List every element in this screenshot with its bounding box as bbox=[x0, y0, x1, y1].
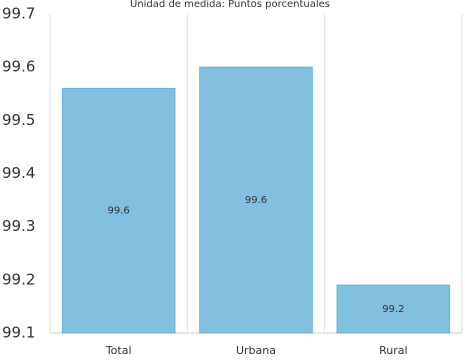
x-tick-label: Urbana bbox=[236, 344, 276, 357]
y-tick-label: 99.5 bbox=[2, 111, 35, 129]
y-tick-label: 99.4 bbox=[2, 164, 35, 182]
x-axis: Total Urbana Rural bbox=[105, 344, 408, 357]
y-tick-label: 99.7 bbox=[2, 5, 35, 23]
y-tick-label: 99.2 bbox=[2, 270, 35, 288]
chart-subtitle: Unidad de medida: Puntos porcentuales bbox=[130, 0, 330, 10]
data-label: 99.6 bbox=[245, 195, 267, 206]
bar-urbana bbox=[199, 66, 313, 334]
x-tick-label: Rural bbox=[379, 344, 407, 357]
data-labels: 99.6 99.6 99.2 bbox=[108, 195, 405, 315]
bar-rural bbox=[336, 284, 451, 334]
bar-total bbox=[61, 87, 176, 334]
y-tick-label: 99.1 bbox=[2, 324, 35, 342]
x-tick-label: Total bbox=[105, 344, 132, 357]
y-axis: 99.1 99.2 99.3 99.4 99.5 99.6 99.7 bbox=[2, 5, 35, 342]
bars bbox=[61, 66, 451, 334]
data-label: 99.2 bbox=[382, 304, 404, 315]
data-label: 99.6 bbox=[108, 206, 130, 217]
y-tick-label: 99.6 bbox=[2, 58, 35, 76]
y-tick-label: 99.3 bbox=[2, 217, 35, 235]
